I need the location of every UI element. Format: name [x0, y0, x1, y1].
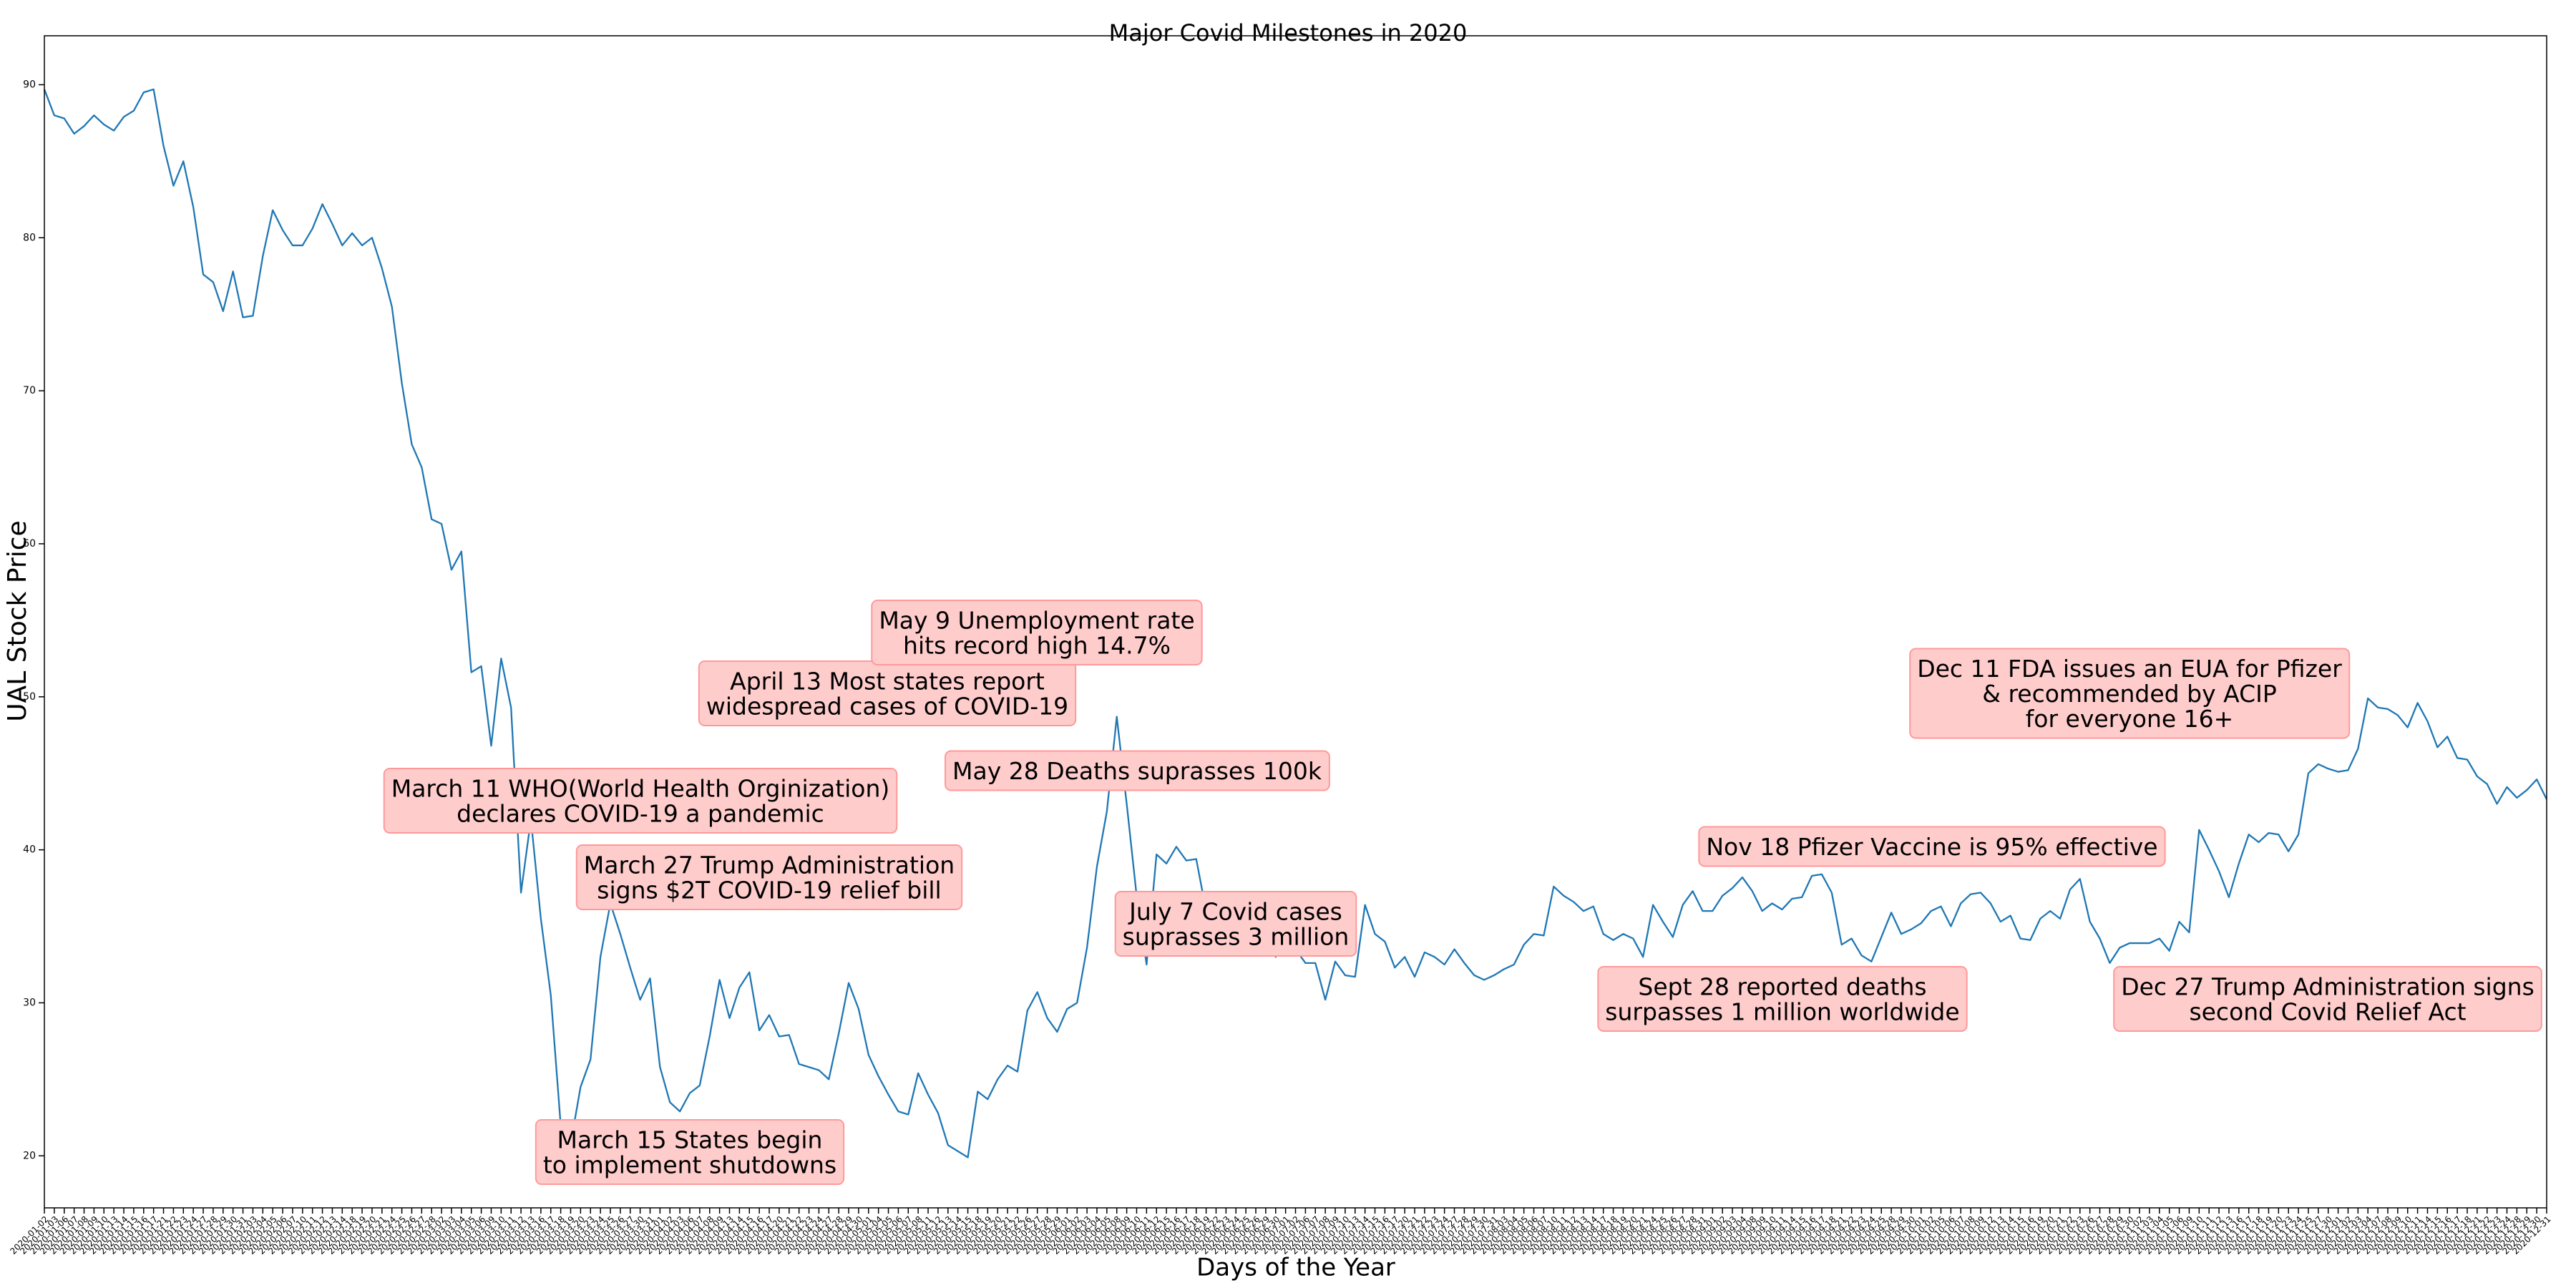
annotation-box — [945, 750, 1330, 791]
annotation-box — [1114, 891, 1357, 957]
annotation-text: March 15 States begin to implement shutdo… — [543, 1126, 836, 1179]
annotation-box — [535, 1119, 845, 1185]
y-tick-label: 60 — [23, 538, 36, 550]
annotation: Dec 27 Trump Administration signs second … — [2113, 966, 2542, 1032]
annotation-text: Dec 11 FDA issues an EUA for Pfizer & rec… — [1917, 655, 2342, 733]
annotation-text: July 7 Covid cases suprasses 3 million — [1123, 897, 1350, 950]
annotation-box — [871, 600, 1203, 665]
annotation: Dec 11 FDA issues an EUA for Pfizer & rec… — [1909, 648, 2351, 739]
annotation: March 11 WHO(World Health Orginization) d… — [383, 768, 898, 834]
annotation-box — [1698, 826, 2166, 867]
annotation-box — [383, 768, 898, 834]
annotation-box — [1597, 966, 1968, 1032]
annotation-text: March 27 Trump Administration signs $2T C… — [584, 851, 955, 904]
y-tick-label: 80 — [23, 232, 36, 243]
y-tick-label: 70 — [23, 385, 36, 396]
y-tick-label: 90 — [23, 79, 36, 90]
y-tick-label: 30 — [23, 997, 36, 1008]
plot-frame — [44, 35, 2547, 1209]
annotation: May 9 Unemployment rate hits record high … — [871, 600, 1203, 665]
annotation: Nov 18 Pfizer Vaccine is 95% effective — [1698, 826, 2166, 867]
annotation-text: Sept 28 reported deaths surpasses 1 milli… — [1605, 972, 1959, 1025]
y-tick-label: 20 — [23, 1150, 36, 1161]
annotation: Sept 28 reported deaths surpasses 1 milli… — [1597, 966, 1968, 1032]
annotation-box — [575, 844, 963, 910]
x-axis-label: Days of the Year — [1196, 1254, 1395, 1282]
annotation: May 28 Deaths suprasses 100k — [945, 750, 1330, 791]
annotation-text: Dec 27 Trump Administration signs second … — [2121, 972, 2534, 1025]
y-tick-label: 50 — [23, 691, 36, 703]
annotation-text: March 11 WHO(World Health Orginization) d… — [391, 774, 890, 827]
annotation-text: May 9 Unemployment rate hits record high … — [879, 606, 1194, 659]
annotation-text: Nov 18 Pfizer Vaccine is 95% effective — [1706, 833, 2157, 861]
annotation-box — [2113, 966, 2542, 1032]
y-axis-label: UAL Stock Price — [3, 520, 32, 721]
annotation-box — [1909, 648, 2351, 739]
annotation: March 27 Trump Administration signs $2T C… — [575, 844, 963, 910]
y-tick-label: 40 — [23, 844, 36, 856]
annotation: April 13 Most states report widespread ca… — [698, 660, 1077, 726]
annotation: March 15 States begin to implement shutdo… — [535, 1119, 845, 1185]
annotation-text: May 28 Deaths suprasses 100k — [952, 757, 1322, 785]
annotation-text: April 13 Most states report widespread ca… — [706, 667, 1068, 720]
chart-title: Major Covid Milestones in 2020 — [1109, 19, 1468, 47]
annotation: July 7 Covid cases suprasses 3 million — [1114, 891, 1357, 957]
